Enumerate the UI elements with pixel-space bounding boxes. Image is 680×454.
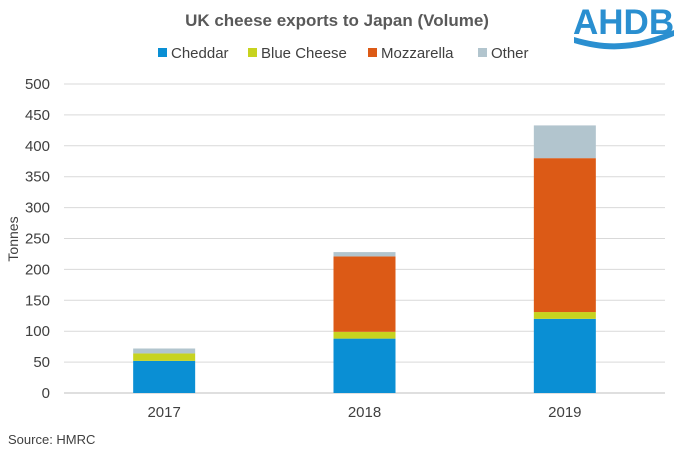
legend-swatch <box>248 48 257 57</box>
legend-label: Blue Cheese <box>261 45 347 62</box>
bar-segment-cheddar <box>333 338 396 393</box>
y-tick-label: 0 <box>42 385 50 402</box>
bar-segment-cheddar <box>133 360 196 393</box>
bars <box>133 125 596 393</box>
legend-label: Mozzarella <box>381 45 454 62</box>
legend-swatch <box>478 48 487 57</box>
bar-segment-other <box>333 252 396 257</box>
bar-segment-mozzarella <box>333 256 396 332</box>
y-tick-label: 350 <box>25 169 50 186</box>
bar-segment-blue-cheese <box>133 353 196 361</box>
y-tick-label: 300 <box>25 200 50 217</box>
x-axis: 2017 2018 2019 <box>147 404 581 421</box>
ahdb-logo: AHDB <box>573 3 674 50</box>
legend: Cheddar Blue Cheese Mozzarella Other <box>158 45 529 62</box>
legend-swatch <box>158 48 167 57</box>
x-tick-label: 2019 <box>548 404 581 421</box>
y-tick-label: 150 <box>25 292 50 309</box>
y-tick-label: 250 <box>25 231 50 248</box>
legend-swatch <box>368 48 377 57</box>
y-tick-label: 100 <box>25 323 50 340</box>
y-axis-title: Tonnes <box>5 216 21 261</box>
logo-text: AHDB <box>573 3 674 42</box>
bar-segment-mozzarella <box>533 158 596 313</box>
bar-segment-cheddar <box>533 318 596 393</box>
bar-segment-other <box>133 348 196 354</box>
y-tick-label: 50 <box>33 354 50 371</box>
bar-segment-blue-cheese <box>333 331 396 339</box>
legend-label: Cheddar <box>171 45 229 62</box>
y-tick-label: 200 <box>25 261 50 278</box>
bar-segment-other <box>533 125 596 159</box>
y-tick-label: 400 <box>25 138 50 155</box>
x-tick-label: 2018 <box>348 404 381 421</box>
logo-swoosh <box>574 30 674 50</box>
y-tick-label: 500 <box>25 76 50 93</box>
x-tick-label: 2017 <box>147 404 180 421</box>
bar-segment-blue-cheese <box>533 312 596 319</box>
chart-title: UK cheese exports to Japan (Volume) <box>185 11 489 30</box>
legend-label: Other <box>491 45 529 62</box>
y-axis: 0 50 100 150 200 250 300 350 400 450 500 <box>25 76 50 402</box>
y-tick-label: 450 <box>25 107 50 124</box>
source-note: Source: HMRC <box>8 432 95 447</box>
